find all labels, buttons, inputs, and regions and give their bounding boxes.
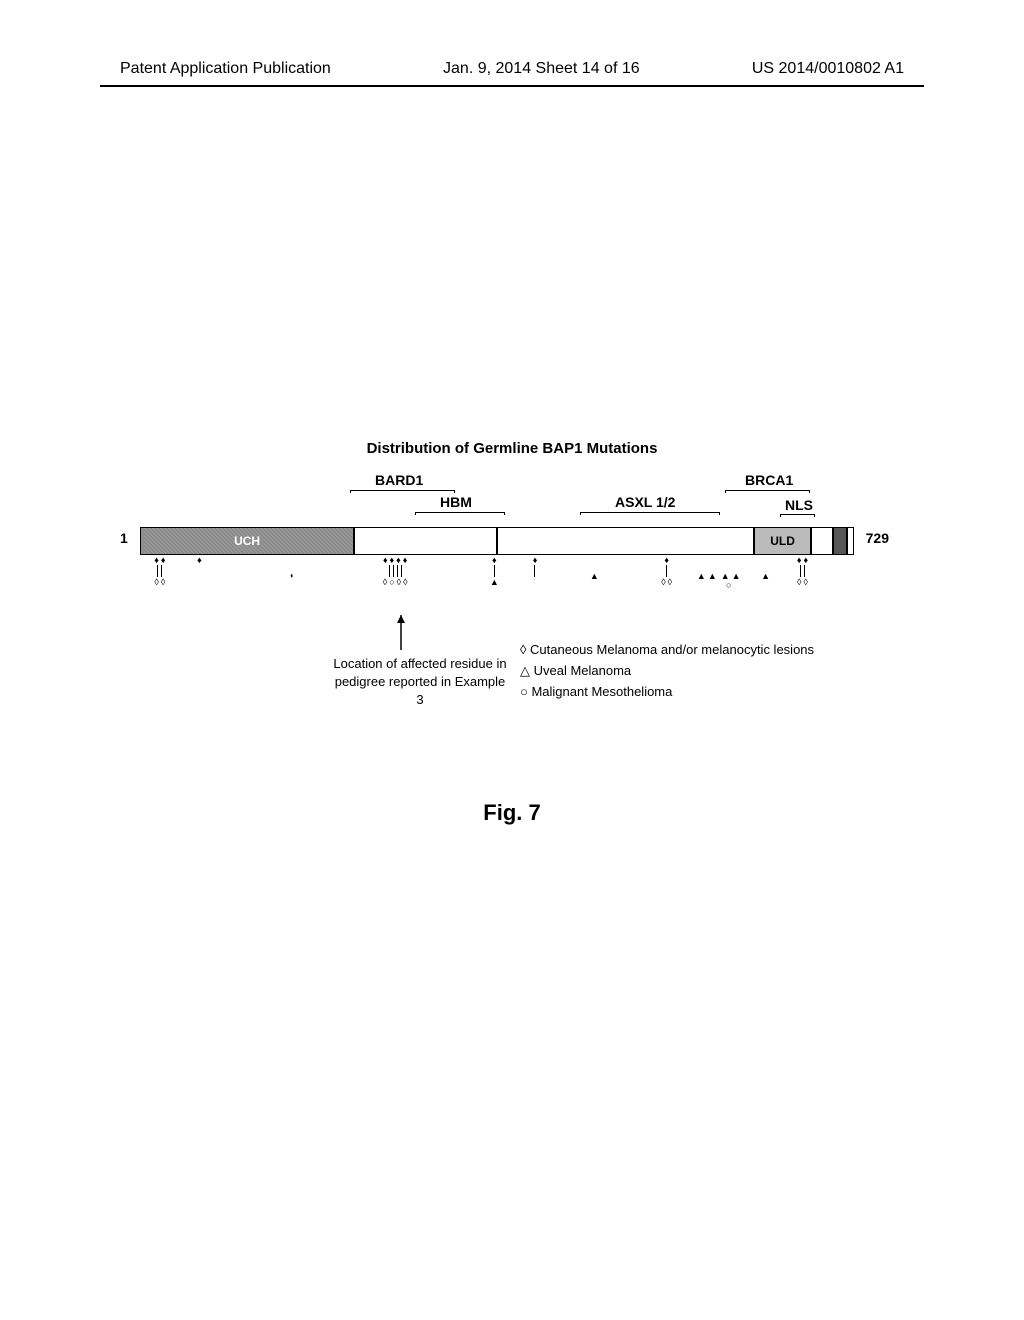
mutation-cluster-4: ♦ ◊◊ [661, 555, 672, 587]
bracket-hbm [415, 512, 505, 515]
mutation-diamond-1: ♦ [197, 555, 202, 565]
annotation-text: Location of affected residue in pedigree… [330, 655, 510, 710]
label-asxl: ASXL 1/2 [615, 494, 675, 510]
legend: ◊ Cutaneous Melanoma and/or melanocytic … [520, 640, 814, 702]
bracket-asxl [580, 512, 720, 515]
position-end: 729 [866, 530, 889, 546]
bracket-nls [780, 514, 815, 517]
label-nls: NLS [785, 497, 813, 513]
header-publication: Patent Application Publication [120, 60, 331, 78]
header-patent-number: US 2014/0010802 A1 [752, 60, 904, 78]
region-nls [833, 527, 847, 555]
protein-bar: UCH ULD [140, 527, 854, 555]
mutation-cluster-1: ♦♦ ◊◊ [154, 555, 165, 587]
region-end1 [811, 527, 832, 555]
label-hbm: HBM [440, 494, 472, 510]
legend-cutaneous: ◊ Cutaneous Melanoma and/or melanocytic … [520, 640, 814, 661]
region-uld: ULD [754, 527, 811, 555]
figure-label: Fig. 7 [0, 800, 1024, 826]
region-mid1 [354, 527, 497, 555]
figure-title: Distribution of Germline BAP1 Mutations [120, 440, 904, 457]
region-end2 [847, 527, 854, 555]
legend-mesothelioma: ○ Malignant Mesothelioma [520, 682, 814, 703]
page-header: Patent Application Publication Jan. 9, 2… [0, 60, 1024, 78]
header-date-sheet: Jan. 9, 2014 Sheet 14 of 16 [443, 60, 640, 78]
position-start: 1 [120, 530, 128, 546]
mutation-cluster-5: ♦♦ ◊◊ [797, 555, 808, 587]
region-uch: UCH [140, 527, 354, 555]
mutation-triangle-1: ▲ [590, 555, 599, 581]
header-rule [100, 85, 924, 87]
label-brca1: BRCA1 [745, 472, 793, 488]
bracket-brca1 [725, 490, 810, 493]
mutation-cluster-3b: ♦ [533, 555, 538, 577]
figure-container: Distribution of Germline BAP1 Mutations … [120, 440, 904, 572]
mutation-track: ♦♦ ◊◊ ♦ ◐ ♦♦♦♦ ◊○◊◊ ♦ ▲ ♦ ▲ ♦ [140, 555, 854, 605]
legend-uveal: △ Uveal Melanoma [520, 661, 814, 682]
region-mid2 [497, 527, 754, 555]
mutation-cluster-2: ♦♦♦♦ ◊○◊◊ [383, 555, 408, 587]
mutation-triangle-2: ▲ [761, 555, 770, 581]
bracket-bard1 [350, 490, 455, 493]
label-bard1: BARD1 [375, 472, 423, 488]
mutation-circle-1: ◐ [290, 555, 295, 580]
mutation-triangles: ▲▲▲▲ ○ [697, 555, 741, 590]
mutation-cluster-3: ♦ ▲ [490, 555, 499, 587]
